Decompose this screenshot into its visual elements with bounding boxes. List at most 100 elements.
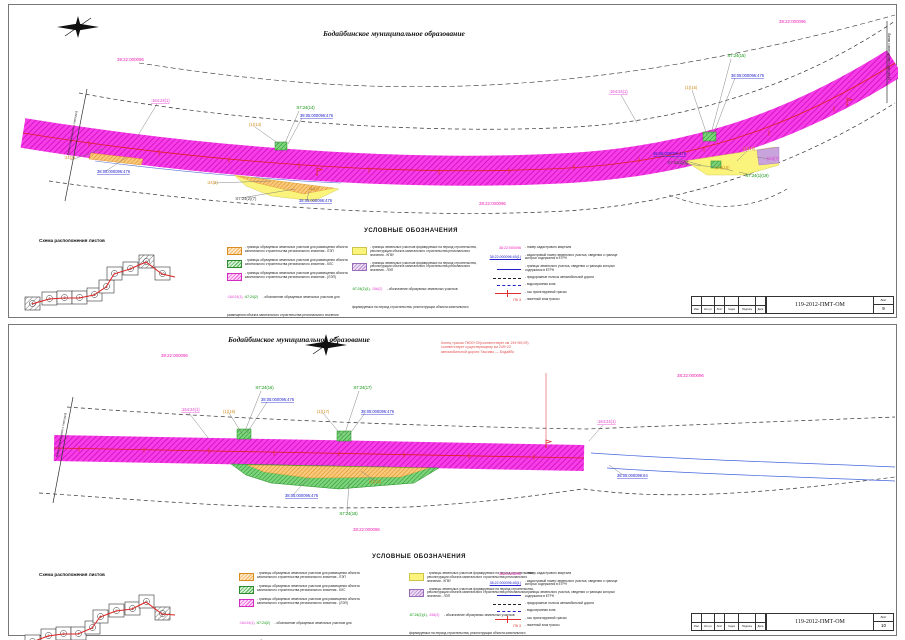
roadside-strip-boundary-upper2: [138, 14, 896, 88]
tb-col-izm: Изм.: [692, 306, 702, 314]
legend-symbol-blue-dash: [497, 611, 521, 613]
label-layer-sheet-9: 38:22:000096 38:22:000096 38:22:000096:164…: [64, 19, 854, 206]
leader-line: [240, 188, 296, 199]
map-label: :67:24(17): [353, 385, 372, 390]
schema-sheet-box: [154, 266, 171, 281]
legend-col3: 38:22:000096 - номер кадастрового квартал…: [479, 571, 629, 632]
legend-text: - пикетный знак трассы: [525, 623, 560, 628]
legend-text: - границы земельных участков формируемых…: [370, 260, 477, 273]
picket-flag-icon: [545, 439, 553, 447]
leader-line: [105, 156, 128, 172]
map-label: :67:24(1)(19): [745, 173, 769, 178]
boundary-dip: [668, 188, 788, 207]
legend-symbol-blue-line: [497, 594, 521, 596]
schema-number-circle: [29, 300, 36, 307]
leader-line: [306, 190, 310, 201]
edge-label-right: Линия совмещения с листом 10: [887, 33, 891, 81]
leader-line: [736, 150, 748, 162]
roadside-strip-boundary-lower: [38, 476, 896, 509]
map-label: (1)(15): [685, 85, 698, 90]
map-label: :67:24(14): [296, 105, 315, 110]
document-number: 119-2012-ПМТ-ОМ: [767, 297, 874, 313]
leader-line: [346, 482, 350, 514]
sheet-number-cell: Лист 10: [874, 614, 893, 630]
legend-text: - границы образуемых земельных участков …: [257, 584, 360, 592]
map-label: 38:05:000096:476: [261, 397, 295, 402]
designation-label: :266(2): [427, 613, 440, 618]
legend-symbol-black-dash: [493, 603, 521, 605]
legend-col1: - границы образуемых земельных участков …: [239, 571, 364, 640]
legend-text: - номер кадастрового квартала: [525, 571, 572, 576]
land-plot-polygon-yellow-right: [684, 146, 780, 176]
cadastral-quarter-label: 38:22:000096: [779, 19, 806, 24]
map-label: 38:05:000096:476: [97, 169, 131, 174]
map-label: :67:24(2)(7): [235, 196, 257, 201]
land-plot-green-15: [702, 131, 717, 142]
map-label: 38:05:000096:476: [653, 151, 687, 156]
map-label: (1)(16): [223, 409, 236, 414]
leader-line: [322, 412, 344, 438]
map-label: (1)(17): [317, 409, 330, 414]
cadastral-quarter-label: 38:22:000096: [353, 527, 380, 532]
leader-line: [756, 156, 770, 160]
tb-col-data: Дата: [756, 623, 766, 631]
legend-text: - границы земельных участков формируемых…: [370, 245, 477, 257]
tb-col-podpis: Подпись: [739, 306, 756, 314]
map-label: 38:05:000096:476: [361, 409, 395, 414]
leader-line: [608, 464, 624, 476]
land-plot-polygon-orange-left: [88, 152, 144, 166]
parcel-line-blue-left: [94, 160, 342, 184]
land-plot-green-17: [336, 430, 352, 442]
schema-number-circle: [29, 638, 36, 640]
leader-line: [246, 401, 268, 434]
leader-line: [244, 390, 262, 432]
roadside-strip-boundary-lower: [48, 102, 896, 214]
legend-symbol-blue-dash: [497, 285, 521, 287]
tb-col-izm: Изм.: [692, 623, 702, 631]
sheet-joint-line-left: [52, 396, 74, 504]
roadside-strip-boundary-upper: [78, 20, 896, 130]
river-line-1: [590, 452, 896, 468]
leader-line: [188, 412, 210, 440]
legend-text: - границы образуемых земельных участков …: [245, 245, 348, 253]
leader-line: [620, 94, 638, 124]
title-block: Изм. Кол.уч Лист №док Подпись Дата 119-2…: [691, 613, 894, 631]
leader-line: [588, 424, 604, 442]
legend-swatch-yellow: [409, 573, 424, 581]
map-label: :67:24(16): [255, 385, 274, 390]
leader-line: [287, 117, 303, 145]
map-label: :67:24(15): [727, 53, 746, 58]
label-layer-sheet-10: 38:22:000096 38:22:000096 38:22:000096:67:…: [78, 353, 704, 532]
map-label: (1)(18): [369, 479, 382, 484]
map-label: 38:05:000096:476: [731, 73, 765, 78]
schema-route-line: [35, 601, 176, 640]
legend-text: - пикетный знак трассы: [525, 297, 560, 302]
land-plot-green-16: [236, 428, 252, 440]
leader-line: [348, 412, 366, 436]
leader-line: [344, 390, 360, 434]
legend-text: - водоохранная зона: [525, 608, 556, 613]
legend-text: - ось проектируемой трассы: [525, 615, 567, 620]
compass-icon: [305, 334, 347, 356]
map-label: :67:24(18): [339, 511, 358, 516]
schema-number-circle: [103, 283, 110, 290]
title-block-grid: Изм. Кол.уч Лист №док Подпись Дата: [692, 297, 767, 314]
document-number: 119-2012-ПМТ-ОМ: [767, 614, 874, 630]
schema-number-circle: [111, 270, 118, 277]
map-label: :164:24(1): [597, 419, 616, 424]
map-label: 38:05:000096:476: [300, 113, 334, 118]
note-line: автомобильной дороги Таксимо — Бодайбо: [441, 349, 515, 354]
title-block-grid: Изм. Кол.уч Лист №док Подпись Дата: [692, 614, 767, 631]
map-label: (1)(14): [249, 122, 262, 127]
legend-symbol-blue-line: [497, 268, 521, 270]
schema-sheet-box: [24, 634, 41, 640]
sheet-word: Лист: [874, 297, 893, 305]
legend-swatch-orange: [227, 247, 242, 255]
map-label: :164:24(1): [151, 98, 170, 103]
tb-col-podpis: Подпись: [739, 623, 756, 631]
picket-point: [545, 446, 547, 448]
schema-number-circle: [129, 605, 136, 612]
map-canvas-sheet-9: 38:22:000096 38:22:000096 38:22:000096:164…: [20, 14, 898, 214]
legend-text: - границы земельных участков формируемых…: [427, 571, 534, 583]
